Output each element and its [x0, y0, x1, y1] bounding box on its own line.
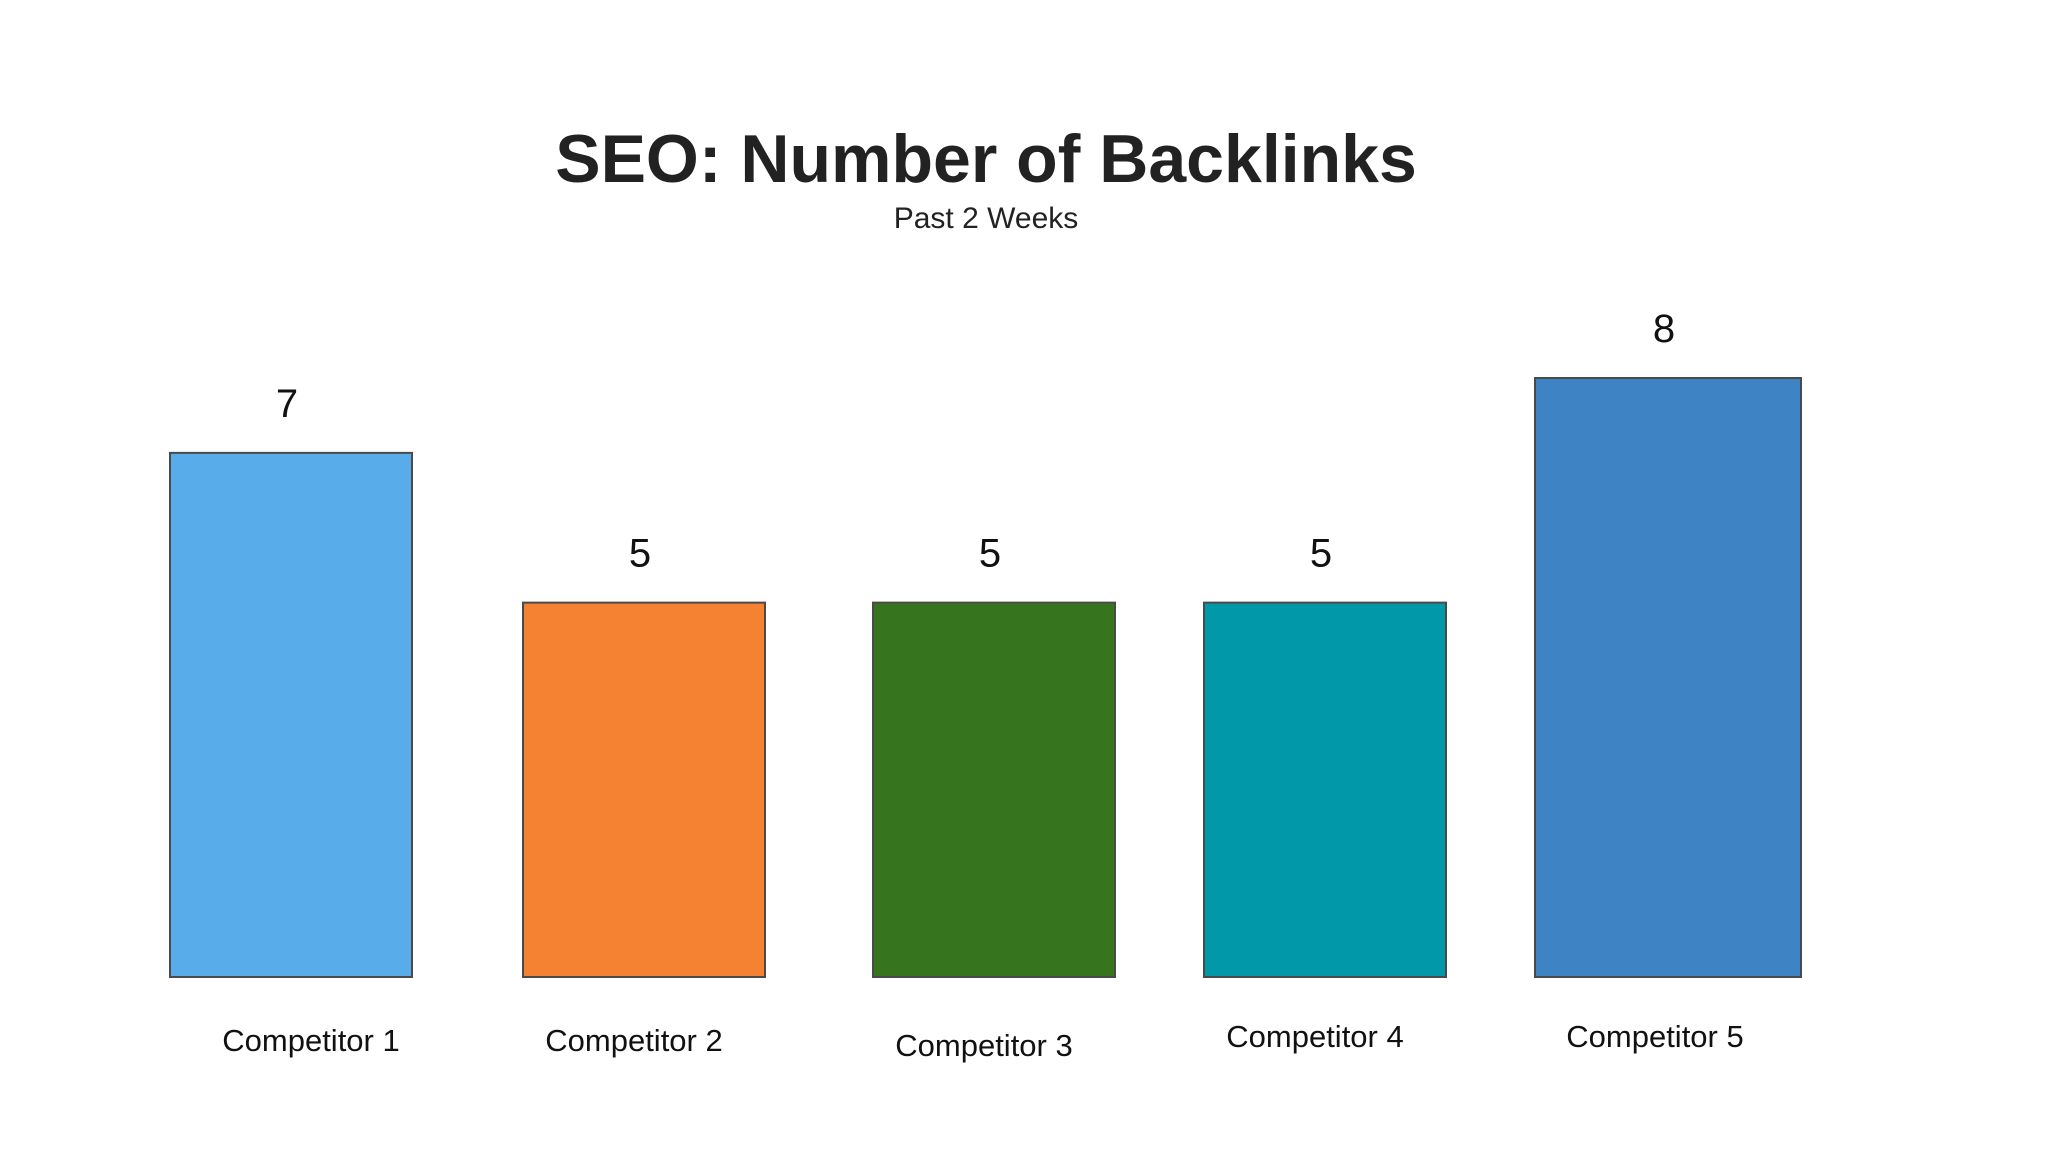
bar-5 [1534, 377, 1802, 978]
bar-2 [522, 601, 766, 978]
category-label-1: Competitor 1 [222, 1023, 399, 1058]
value-label-5: 8 [1653, 307, 1675, 351]
value-label-4: 5 [1310, 532, 1332, 576]
value-label-2: 5 [629, 532, 651, 576]
category-label-5: Competitor 5 [1566, 1019, 1743, 1054]
bar-3 [872, 601, 1116, 978]
bar-4 [1203, 601, 1447, 978]
value-labels-group: 7 5 5 5 8 [276, 307, 1675, 576]
value-label-1: 7 [276, 382, 298, 426]
category-label-2: Competitor 2 [545, 1023, 722, 1058]
value-label-3: 5 [979, 532, 1001, 576]
category-label-4: Competitor 4 [1226, 1019, 1403, 1054]
bars-group [169, 377, 1802, 978]
category-labels-group: Competitor 1 Competitor 2 Competitor 3 Comp… [222, 1019, 1743, 1063]
bar-1 [169, 451, 413, 978]
category-label-3: Competitor 3 [895, 1028, 1072, 1063]
chart-subtitle: Past 2 Weeks [894, 202, 1079, 235]
chart-title: SEO: Number of Backlinks [555, 121, 1417, 197]
